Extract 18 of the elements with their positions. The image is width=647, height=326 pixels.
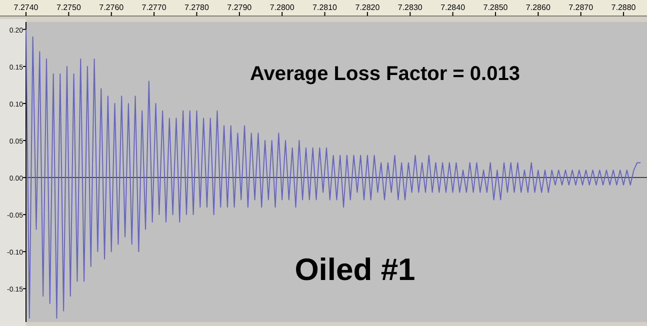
x-tick-label: 7.2820: [355, 3, 380, 12]
x-tick-label: 7.2770: [142, 3, 167, 12]
x-tick-label: 7.2810: [312, 3, 338, 12]
x-tick-label: 7.2750: [56, 3, 82, 12]
x-tick-label: 7.2840: [440, 3, 466, 12]
x-tick-label: 7.2780: [184, 3, 210, 12]
x-tick-label: 7.2830: [398, 3, 423, 12]
line-series: [26, 28, 642, 319]
x-tick-label: 7.2870: [568, 3, 594, 12]
annotation: Oiled #1: [294, 252, 416, 287]
x-tick-label: 7.2850: [483, 3, 508, 12]
x-tick-label: 7.2760: [99, 3, 124, 12]
x-tick-label: 7.2880: [611, 3, 636, 12]
x-tick-label: 7.2800: [270, 3, 295, 12]
x-tick-label: 7.2790: [227, 3, 252, 12]
x-tick-label: 7.2860: [526, 3, 551, 12]
annotation: Average Loss Factor = 0.013: [250, 63, 520, 85]
x-tick-label: 7.2740: [14, 3, 39, 12]
